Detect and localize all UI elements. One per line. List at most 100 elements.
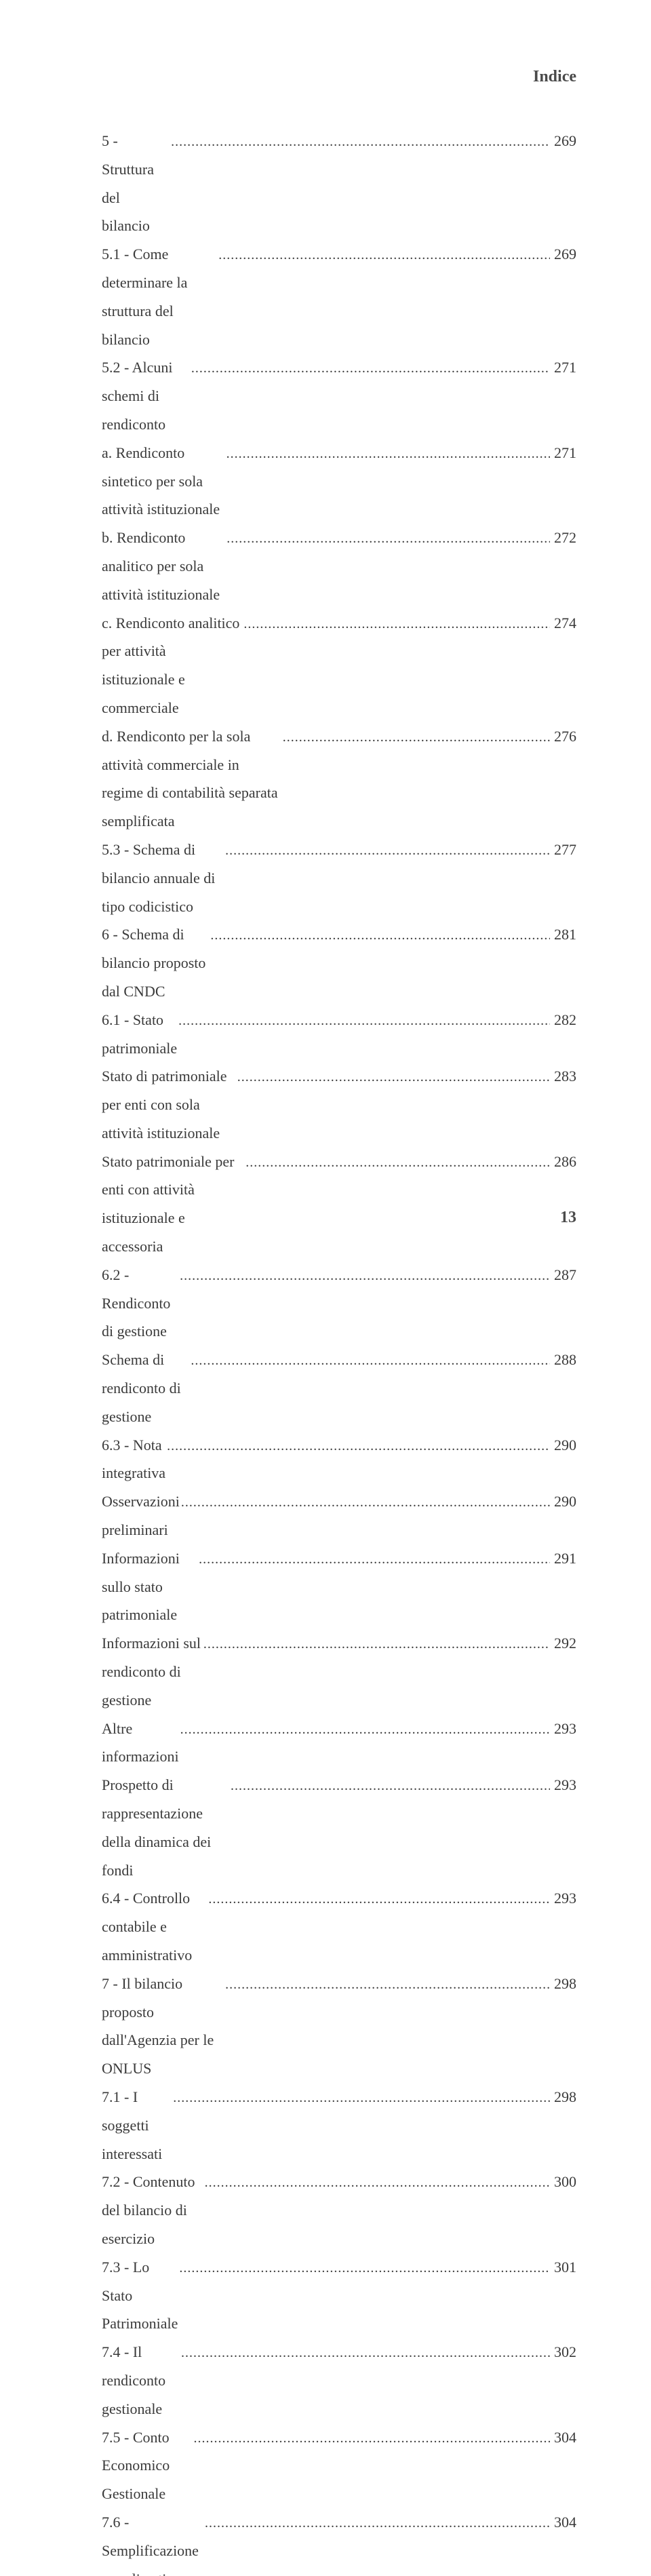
toc-leader-dots <box>245 1148 550 1176</box>
toc-entry-label: 7.5 - Conto Economico Gestionale <box>102 2423 193 2508</box>
toc-entry-page: 292 <box>551 1629 576 1658</box>
toc-leader-dots <box>210 920 550 949</box>
toc-entry: 6.3 - Nota integrativa 290 <box>102 1431 576 1488</box>
toc-leader-dots <box>191 1346 550 1374</box>
toc-entry: 5.3 - Schema di bilancio annuale di tipo… <box>102 836 576 920</box>
toc-entry-page: 271 <box>551 439 576 467</box>
toc-leader-dots <box>205 2168 550 2196</box>
toc-entry: Stato patrimoniale per enti con attività… <box>102 1148 576 1261</box>
toc-leader-dots <box>181 2338 550 2366</box>
toc-entry-page: 293 <box>551 1715 576 1743</box>
toc-entry-page: 283 <box>551 1062 576 1091</box>
toc-leader-dots <box>173 2083 550 2111</box>
toc-leader-dots <box>208 1884 550 1913</box>
toc-leader-dots <box>178 1006 550 1034</box>
toc-entry-page: 277 <box>551 836 576 864</box>
toc-entry: Informazioni sullo stato patrimoniale291 <box>102 1544 576 1629</box>
table-of-contents: 5 - Struttura del bilancio 269 5.1 - Come … <box>102 127 576 2576</box>
toc-entry: Altre informazioni 293 <box>102 1715 576 1772</box>
toc-entry: Osservazioni preliminari290 <box>102 1487 576 1544</box>
toc-entry-page: 282 <box>551 1006 576 1034</box>
toc-entry-page: 298 <box>551 2083 576 2111</box>
document-page: Indice 5 - Struttura del bilancio2695.1 … <box>0 0 651 2576</box>
toc-entry: 5.2 - Alcuni schemi di rendiconto271 <box>102 353 576 438</box>
toc-leader-dots <box>231 1771 550 1799</box>
toc-entry-label: Informazioni sul rendiconto di gestione <box>102 1629 202 1714</box>
toc-entry-page: 293 <box>551 1771 576 1799</box>
toc-entry: Schema di rendiconto di gestione 288 <box>102 1346 576 1430</box>
toc-entry-label: Altre informazioni <box>102 1715 179 1772</box>
toc-entry-label: Stato patrimoniale per enti con attività… <box>102 1148 244 1261</box>
toc-leader-dots <box>205 2508 550 2537</box>
toc-entry-label: c. Rendiconto analitico per attività ist… <box>102 609 242 722</box>
toc-leader-dots <box>199 1544 550 1573</box>
page-number: 13 <box>560 1209 576 1227</box>
toc-entry-page: 290 <box>551 1431 576 1460</box>
toc-leader-dots <box>225 836 550 864</box>
toc-entry: 6.4 - Controllo contabile e amministrati… <box>102 1884 576 1969</box>
toc-entry: Stato di patrimoniale per enti con sola … <box>102 1062 576 1147</box>
toc-entry: 7.6 - Semplificazione per gli enti minor… <box>102 2508 576 2576</box>
toc-entry: d. Rendiconto per la sola attività comme… <box>102 722 576 836</box>
toc-entry: a. Rendiconto sintetico per sola attivit… <box>102 439 576 524</box>
toc-entry-label: Informazioni sullo stato patrimoniale <box>102 1544 197 1629</box>
toc-entry-page: 269 <box>551 127 576 155</box>
toc-entry-label: 5.3 - Schema di bilancio annuale di tipo… <box>102 836 224 920</box>
toc-entry: 7.2 - Contenuto del bilancio di esercizi… <box>102 2168 576 2252</box>
toc-entry-page: 272 <box>551 524 576 552</box>
toc-leader-dots <box>225 1970 550 1998</box>
toc-entry-label: 7.2 - Contenuto del bilancio di esercizi… <box>102 2168 203 2252</box>
toc-entry-label: 5.2 - Alcuni schemi di rendiconto <box>102 353 190 438</box>
toc-entry: 5.1 - Come determinare la struttura del … <box>102 240 576 353</box>
toc-leader-dots <box>191 353 550 382</box>
toc-leader-dots <box>218 240 550 269</box>
toc-entry-page: 298 <box>551 1970 576 1998</box>
toc-leader-dots <box>171 127 550 155</box>
toc-leader-dots <box>237 1062 550 1091</box>
toc-entry: 7 - Il bilancio proposto dall'Agenzia pe… <box>102 1970 576 2083</box>
toc-leader-dots <box>194 2423 550 2452</box>
toc-entry: 7.3 - Lo Stato Patrimoniale301 <box>102 2253 576 2338</box>
toc-entry: 6.2 - Rendiconto di gestione 287 <box>102 1261 576 1346</box>
toc-entry-label: Prospetto di rappresentazione della dina… <box>102 1771 229 1884</box>
toc-entry-page: 302 <box>551 2338 576 2366</box>
toc-entry-label: a. Rendiconto sintetico per sola attivit… <box>102 439 225 524</box>
toc-leader-dots <box>167 1431 550 1460</box>
toc-entry: 5 - Struttura del bilancio 269 <box>102 127 576 240</box>
toc-entry-page: 281 <box>551 920 576 949</box>
toc-leader-dots <box>226 524 550 552</box>
toc-entry-label: 5.1 - Come determinare la struttura del … <box>102 240 217 353</box>
toc-entry: 7.1 - I soggetti interessati 298 <box>102 2083 576 2168</box>
toc-entry: 7.4 - Il rendiconto gestionale 302 <box>102 2338 576 2423</box>
toc-leader-dots <box>243 609 550 638</box>
toc-entry-label: 6.1 - Stato patrimoniale <box>102 1006 177 1063</box>
toc-entry-label: b. Rendiconto analitico per sola attivit… <box>102 524 225 608</box>
toc-entry-label: 6.4 - Controllo contabile e amministrati… <box>102 1884 207 1969</box>
toc-entry-label: d. Rendiconto per la sola attività comme… <box>102 722 281 836</box>
toc-leader-dots <box>180 1261 550 1289</box>
toc-entry-page: 287 <box>551 1261 576 1289</box>
toc-entry-page: 288 <box>551 1346 576 1374</box>
toc-entry-label: Schema di rendiconto di gestione <box>102 1346 189 1430</box>
toc-entry-label: 5 - Struttura del bilancio <box>102 127 170 240</box>
toc-entry: Informazioni sul rendiconto di gestione 2… <box>102 1629 576 1714</box>
toc-entry-label: Stato di patrimoniale per enti con sola … <box>102 1062 236 1147</box>
toc-entry-page: 290 <box>551 1487 576 1516</box>
toc-entry-page: 274 <box>551 609 576 638</box>
toc-leader-dots <box>181 1487 550 1516</box>
toc-entry-label: 7.6 - Semplificazione per gli enti minor… <box>102 2508 203 2576</box>
toc-entry: Prospetto di rappresentazione della dina… <box>102 1771 576 1884</box>
toc-entry-label: 6.3 - Nota integrativa <box>102 1431 165 1488</box>
toc-leader-dots <box>283 722 550 751</box>
toc-entry-label: 6.2 - Rendiconto di gestione <box>102 1261 178 1346</box>
toc-entry-label: 7.1 - I soggetti interessati <box>102 2083 172 2168</box>
toc-entry: b. Rendiconto analitico per sola attivit… <box>102 524 576 608</box>
toc-entry-page: 304 <box>551 2423 576 2452</box>
toc-entry-page: 300 <box>551 2168 576 2196</box>
toc-entry-label: 7.4 - Il rendiconto gestionale <box>102 2338 180 2423</box>
toc-entry-page: 276 <box>551 722 576 751</box>
toc-entry-page: 293 <box>551 1884 576 1913</box>
toc-entry-label: 7.3 - Lo Stato Patrimoniale <box>102 2253 178 2338</box>
toc-entry: 6.1 - Stato patrimoniale 282 <box>102 1006 576 1063</box>
toc-entry-label: 7 - Il bilancio proposto dall'Agenzia pe… <box>102 1970 224 2083</box>
